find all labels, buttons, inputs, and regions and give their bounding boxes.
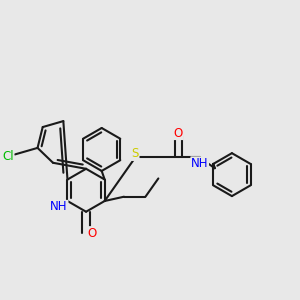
Text: NH: NH <box>191 157 208 170</box>
Text: Cl: Cl <box>2 150 14 163</box>
Text: NH: NH <box>50 200 68 214</box>
Text: S: S <box>132 147 139 161</box>
Text: O: O <box>174 127 183 140</box>
Text: O: O <box>87 227 97 240</box>
